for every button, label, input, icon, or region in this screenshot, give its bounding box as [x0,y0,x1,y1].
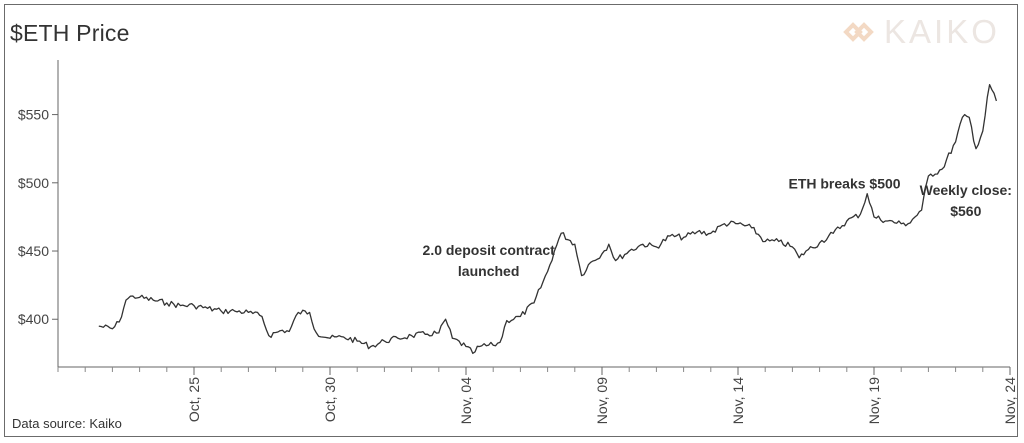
annotation-line: 2.0 deposit contract [423,242,556,258]
logo-text: KAIKO [884,13,1000,50]
kaiko-logo: KAIKO [836,13,1000,50]
chart-axes: $400 $450 $500 $550 Oct, 25 Oct, 30 Nov, 04 Nov… [18,60,1018,424]
eth-price-line [98,83,998,355]
chart-annotation: ETH breaks $500 [788,175,900,191]
x-tick-label: Nov, 19 [866,377,882,424]
y-tick-label: $400 [18,311,49,327]
annotation-line: Weekly close: [920,182,1012,198]
chart-annotations: 2.0 deposit contract launched ETH breaks $… [423,175,1012,279]
chart-frame [4,4,1018,437]
annotation-line: $560 [950,203,981,219]
x-tick-label: Nov, 14 [730,377,746,424]
chart-series [98,83,998,355]
x-tick-label: Nov, 04 [458,377,474,424]
annotation-line: ETH breaks $500 [788,175,900,191]
x-tick-label: Nov, 09 [594,377,610,424]
x-tick-label: Oct, 25 [186,377,202,422]
data-source-note: Data source: Kaiko [12,416,122,431]
kaiko-logo-icon [843,22,874,42]
chart-title: $ETH Price [10,20,130,46]
chart-annotation: Weekly close: $560 [920,182,1012,219]
y-tick-label: $550 [18,107,49,123]
chart-annotation: 2.0 deposit contract launched [423,242,556,279]
x-tick-label: Nov, 24 [1002,377,1018,424]
annotation-line: launched [458,263,519,279]
x-tick-label: Oct, 30 [322,377,338,422]
y-tick-label: $450 [18,243,49,259]
y-tick-label: $500 [18,175,49,191]
